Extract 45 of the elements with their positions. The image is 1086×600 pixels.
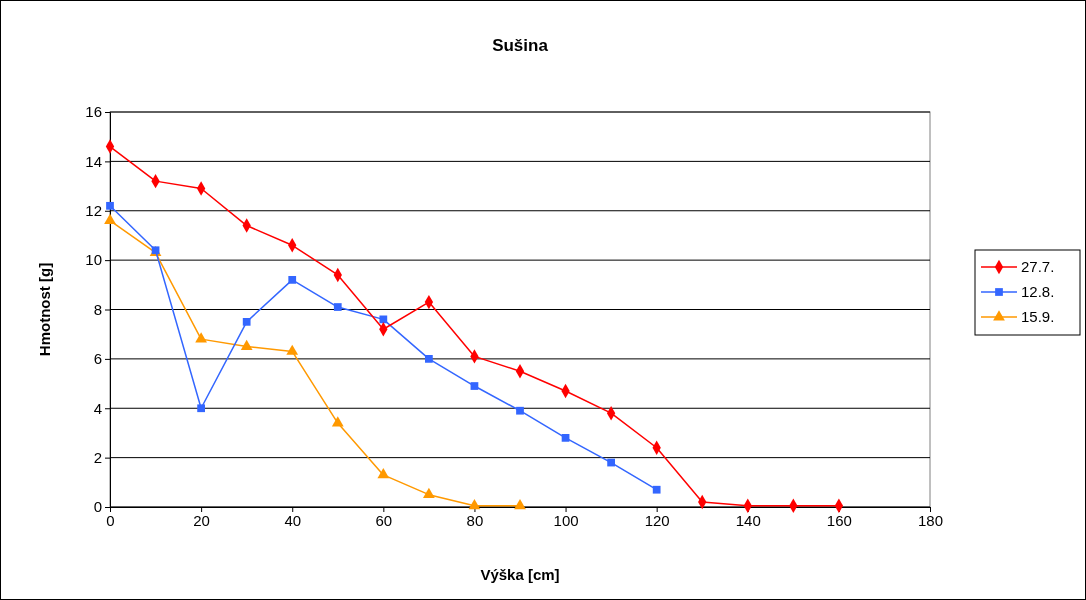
y-tick-label: 14 (85, 152, 102, 170)
y-tick-label: 6 (93, 350, 102, 368)
point (331, 416, 344, 427)
x-tick-label: 0 (106, 511, 115, 529)
point (425, 355, 433, 363)
x-tick-label: 160 (826, 511, 852, 529)
y-tick-label: 12 (85, 202, 102, 220)
point (242, 317, 251, 326)
point (288, 276, 297, 284)
point (379, 315, 388, 324)
y-tick-label: 16 (85, 103, 102, 121)
point (240, 339, 253, 350)
chart-title: Sušina (492, 36, 549, 55)
y-tick-label: 2 (93, 448, 102, 466)
point (561, 434, 570, 442)
point (470, 382, 479, 390)
x-axis-title: Výška [cm] (480, 566, 560, 583)
x-tick-label: 60 (375, 511, 393, 529)
y-tick-label: 10 (85, 251, 102, 269)
x-tick-label: 100 (553, 511, 579, 529)
point (423, 487, 435, 499)
legend-label: 27.7. (1021, 258, 1055, 275)
point (516, 406, 524, 415)
point (104, 213, 116, 225)
x-tick-label: 180 (917, 511, 944, 529)
x-tick-label: 40 (284, 511, 302, 529)
legend-label: 12.8. (1021, 283, 1055, 300)
x-tick-label: 140 (735, 511, 761, 529)
y-tick-label: 0 (93, 498, 102, 516)
point (652, 485, 661, 494)
y-tick-label: 4 (93, 399, 102, 417)
legend-label: 15.9. (1021, 308, 1055, 325)
point (333, 303, 342, 311)
x-tick-label: 120 (644, 511, 670, 529)
point (514, 498, 526, 510)
point (607, 458, 615, 467)
point (286, 344, 299, 355)
y-axis-title: Hmotnost [g] (36, 262, 53, 357)
point (197, 404, 205, 413)
point (195, 332, 207, 343)
point (377, 468, 390, 479)
point (468, 498, 481, 510)
y-tick-label: 8 (93, 300, 102, 318)
x-tick-label: 80 (466, 511, 484, 529)
x-tick-label: 20 (193, 511, 210, 529)
